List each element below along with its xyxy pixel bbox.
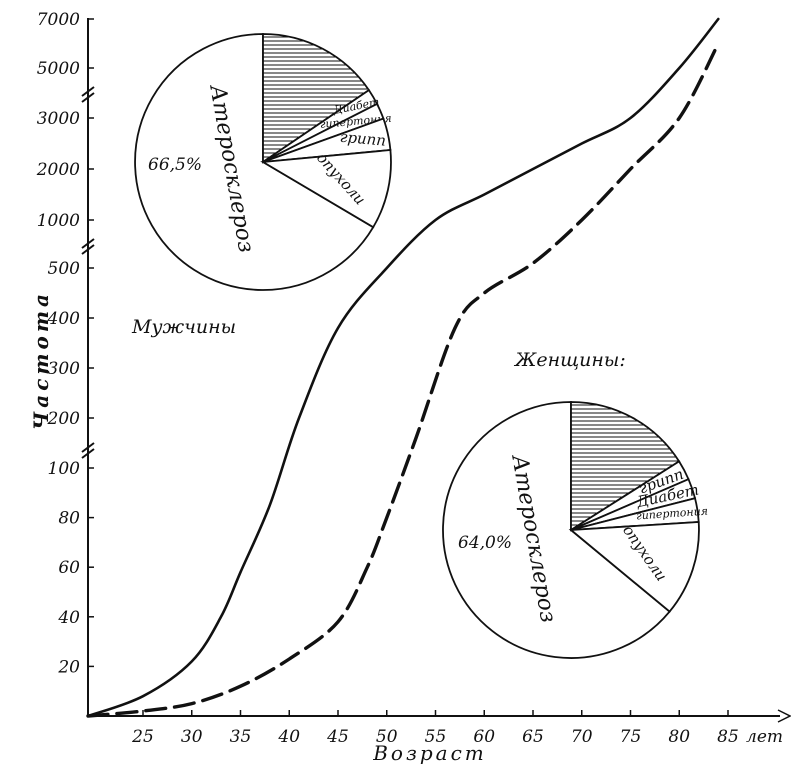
x-tick-label: 60	[473, 727, 495, 747]
x-unit-label: лет	[746, 727, 783, 747]
pie-slice	[568, 521, 700, 613]
x-tick-labels: 25 30 35 40 45 50 55 60 65 70 75 80 85 лет	[131, 710, 783, 747]
series-line-women	[86, 41, 720, 718]
axis-break-mark	[81, 238, 95, 255]
y-tick-label: 2000	[36, 160, 80, 180]
pie-slice	[442, 401, 671, 659]
pie-slice	[262, 33, 371, 164]
x-tick-label: 45	[326, 727, 349, 747]
pie-women: гриппДиабетгипертонияопухолиАтеросклероз…	[442, 401, 709, 659]
x-tick-label: 25	[131, 727, 154, 747]
x-tick-label: 75	[620, 727, 642, 747]
series-line-men	[86, 17, 720, 718]
axes	[81, 18, 791, 723]
x-tick-label: 80	[668, 727, 690, 747]
y-tick-label: 300	[48, 359, 81, 379]
y-tick-label: 200	[47, 409, 81, 429]
pie-charts: ДиабетгипертониягриппопухолиАтеросклероз…	[134, 33, 709, 659]
pie-slice	[134, 33, 375, 291]
x-tick-label: 55	[425, 727, 447, 747]
x-tick-label: 40	[277, 727, 300, 747]
axis-break-mark	[81, 86, 95, 103]
series-label-women: Женщины:	[513, 349, 626, 371]
x-tick-label: 30	[181, 727, 203, 747]
pie-slice-label: грипп	[339, 128, 387, 150]
x-axis-title: Возраст	[372, 741, 487, 765]
pie-main-percent: 66,5%	[148, 155, 202, 175]
y-tick-label: 5000	[37, 59, 80, 79]
y-tick-label: 400	[47, 309, 81, 329]
y-tick-label: 60	[58, 558, 80, 578]
y-tick-label: 20	[57, 657, 80, 677]
y-tick-label: 100	[48, 459, 81, 479]
y-tick-label: 3000	[37, 109, 80, 129]
pie-slice-label: гипертония	[636, 505, 709, 523]
series-label-men: Мужчины	[131, 316, 236, 338]
pie-main-percent: 64,0%	[458, 533, 512, 553]
x-axis-arrow	[777, 709, 791, 723]
y-tick-label: 7000	[37, 10, 80, 30]
x-tick-label: 70	[571, 727, 593, 747]
pie-slice	[260, 149, 392, 229]
x-tick-label: 50	[376, 727, 398, 747]
y-tick-label: 500	[48, 259, 81, 279]
y-axis-title: Частота	[29, 290, 53, 430]
y-tick-label: 80	[58, 509, 80, 529]
y-tick-labels: 20 40 60 80 100 200 300 400 500 1000 2000 3000 5000 7…	[36, 10, 94, 677]
x-tick-label: 85	[717, 727, 739, 747]
pie-slice	[570, 401, 681, 532]
series-lines	[86, 17, 720, 718]
axis-break-mark	[81, 442, 95, 459]
y-tick-label: 1000	[37, 211, 80, 231]
pie-men: ДиабетгипертониягриппопухолиАтеросклероз…	[134, 33, 392, 291]
x-tick-label: 35	[230, 727, 252, 747]
x-tick-label: 65	[522, 727, 544, 747]
y-tick-label: 40	[57, 608, 80, 628]
